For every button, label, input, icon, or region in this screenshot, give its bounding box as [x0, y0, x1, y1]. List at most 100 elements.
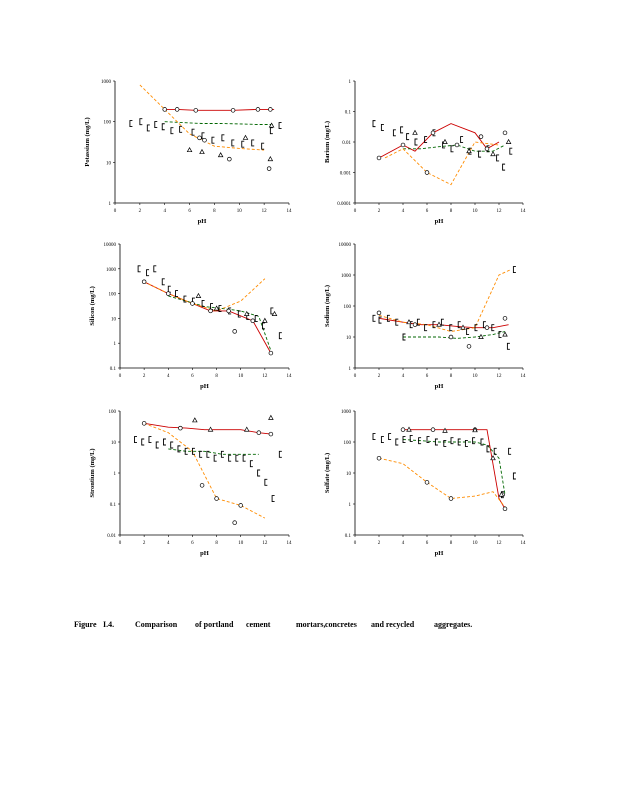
data-point-triangle — [271, 310, 278, 316]
data-point-bracket — [211, 136, 215, 144]
data-point-circle — [190, 301, 195, 306]
data-point-bracket — [241, 140, 245, 148]
data-point-bracket — [480, 438, 484, 446]
data-point-circle — [166, 291, 171, 296]
data-point-bracket — [424, 324, 428, 332]
x-tick-label: 14 — [521, 374, 527, 379]
data-point-circle — [230, 108, 236, 113]
x-axis-label: pH — [435, 218, 444, 225]
y-tick-label: 0.01 — [107, 534, 116, 539]
y-tick-label: 1 — [114, 342, 117, 347]
y-axis-label: Sulfate (mg/L) — [324, 453, 331, 493]
data-point-circle — [430, 130, 436, 136]
y-tick-label: 1 — [109, 202, 112, 207]
data-point-bracket — [414, 138, 418, 146]
data-point-bracket — [257, 469, 261, 477]
data-point-triangle — [268, 414, 274, 420]
data-point-bracket — [426, 436, 430, 443]
data-point-bracket — [392, 129, 396, 137]
data-point-bracket — [508, 447, 512, 455]
data-point-bracket — [251, 139, 255, 147]
data-point-circle — [208, 308, 213, 314]
data-point-bracket — [512, 266, 516, 273]
y-tick-label: 1000 — [101, 80, 112, 85]
data-point-circle — [141, 279, 147, 285]
x-tick-label: 8 — [213, 209, 216, 214]
data-point-bracket — [509, 147, 513, 155]
data-point-circle — [484, 325, 490, 330]
x-tick-label: 0 — [114, 209, 117, 214]
data-point-circle — [430, 427, 436, 432]
data-point-triangle — [505, 138, 512, 144]
data-point-triangle — [442, 427, 448, 433]
data-point-circle — [376, 155, 382, 161]
data-point-bracket — [278, 332, 282, 340]
data-point-bracket — [155, 441, 159, 449]
data-point-bracket — [269, 127, 273, 135]
data-point-circle — [424, 170, 430, 175]
data-point-bracket — [409, 435, 413, 442]
caption-word: Figure — [74, 620, 97, 629]
data-point-bracket — [457, 438, 461, 446]
x-axis-label: pH — [200, 550, 209, 557]
x-axis-label: pH — [198, 218, 207, 225]
x-tick-label: 10 — [473, 374, 479, 379]
data-point-bracket — [478, 150, 482, 158]
x-tick-label: 0 — [119, 374, 122, 379]
data-point-bracket — [460, 136, 464, 144]
data-point-bracket — [170, 441, 174, 449]
x-tick-label: 12 — [262, 209, 268, 214]
x-tick-label: 8 — [215, 374, 218, 379]
x-tick-label: 4 — [402, 541, 405, 546]
x-tick-label: 6 — [426, 374, 429, 379]
data-point-bracket — [183, 295, 187, 303]
caption-word: of portland — [195, 620, 234, 629]
data-point-circle — [268, 431, 274, 437]
data-point-bracket — [380, 436, 384, 443]
data-point-bracket — [395, 438, 399, 446]
caption-word: concretes — [325, 620, 357, 629]
series-line-orange — [378, 457, 506, 508]
data-point-circle — [238, 503, 243, 508]
data-point-circle — [255, 107, 261, 112]
data-point-bracket — [177, 445, 181, 453]
chart-panel: 0 2 4 6 8 10 12 14 1 10 100 1000 pH Potassium (mg/L) — [84, 80, 292, 225]
data-point-bracket — [506, 342, 510, 350]
y-tick-label: 100 — [109, 410, 117, 415]
x-tick-label: 4 — [163, 209, 166, 214]
data-point-bracket — [372, 433, 376, 440]
data-point-bracket — [191, 128, 195, 136]
data-point-triangle — [186, 146, 193, 153]
series-line-orange — [139, 84, 265, 151]
series-line-red — [144, 422, 271, 435]
chart-panel: 0 2 4 6 8 10 12 14 1 10 100 1000 10000 pH Sodium (mg/L… — [324, 243, 526, 390]
x-tick-label: 0 — [354, 209, 357, 214]
x-tick-label: 6 — [191, 374, 194, 379]
caption-word: cement — [246, 620, 271, 629]
x-tick-label: 0 — [119, 541, 122, 546]
x-axis-label: pH — [435, 550, 444, 557]
data-point-bracket — [498, 331, 502, 338]
x-tick-label: 14 — [521, 209, 527, 214]
data-point-bracket — [249, 460, 253, 468]
y-tick-label: 0.1 — [110, 367, 117, 372]
y-axis-label: Barium (mg/L) — [324, 121, 331, 163]
data-point-circle — [162, 107, 167, 112]
data-point-bracket — [270, 307, 274, 315]
data-point-bracket — [424, 136, 428, 144]
data-point-bracket — [402, 436, 406, 443]
data-point-circle — [266, 166, 272, 171]
caption-word: mortars, — [296, 620, 326, 629]
data-point-circle — [376, 310, 382, 316]
data-point-bracket — [141, 438, 145, 446]
x-axis-label: pH — [435, 383, 444, 390]
data-point-bracket — [161, 278, 165, 286]
data-point-bracket — [464, 439, 468, 447]
data-point-bracket — [167, 285, 171, 293]
data-point-bracket — [432, 321, 436, 329]
data-point-bracket — [184, 447, 188, 455]
data-point-bracket — [139, 118, 143, 126]
series-line-orange — [384, 141, 500, 186]
x-tick-label: 8 — [215, 541, 218, 546]
y-tick-label: 10 — [346, 472, 352, 477]
